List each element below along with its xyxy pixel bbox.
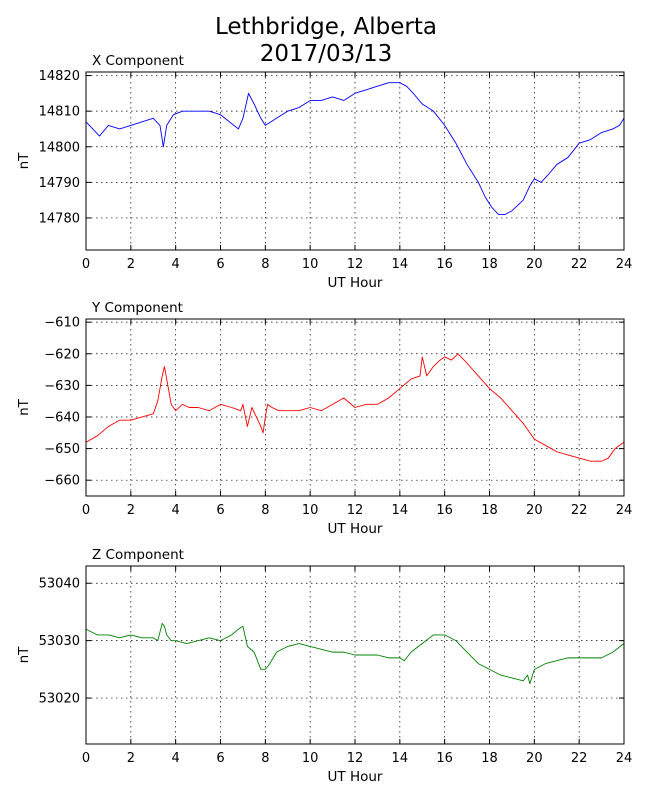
y-xtick-label-11: 22 — [571, 503, 588, 518]
z-xtick-label-6: 12 — [347, 751, 364, 766]
y-component-title: Y Component — [91, 300, 183, 316]
x-ytick-label-4: 14820 — [39, 69, 80, 84]
z-xtick-label-4: 8 — [261, 751, 269, 766]
y-ytick-label-4: −650 — [44, 442, 80, 457]
y-xtick-label-2: 4 — [172, 503, 180, 518]
x-xtick-label-10: 20 — [526, 257, 543, 272]
x-component-series-line — [85, 82, 625, 215]
x-component-title: X Component — [92, 53, 184, 69]
z-xtick-label-2: 4 — [172, 751, 180, 766]
x-xtick-label-8: 16 — [436, 257, 453, 272]
z-xtick-label-1: 2 — [127, 751, 135, 766]
y-xtick-label-12: 24 — [616, 503, 633, 518]
z-xtick-label-10: 20 — [526, 751, 543, 766]
y-yaxis-label: nT — [16, 398, 32, 416]
y-xtick-label-10: 20 — [526, 503, 543, 518]
z-xtick-label-5: 10 — [302, 751, 319, 766]
z-ytick-label-0: 53020 — [39, 692, 80, 707]
x-xtick-label-7: 14 — [392, 257, 409, 272]
z-xtick-label-7: 14 — [392, 751, 409, 766]
y-ytick-label-1: −620 — [44, 347, 80, 362]
x-ytick-label-1: 14790 — [39, 176, 80, 191]
x-ytick-label-3: 14810 — [39, 105, 80, 120]
z-yaxis-label: nT — [16, 646, 32, 664]
y-xtick-label-5: 10 — [302, 503, 319, 518]
x-xtick-label-4: 8 — [261, 257, 269, 272]
y-component-series-line — [85, 353, 625, 462]
z-xtick-label-0: 0 — [82, 751, 90, 766]
y-ytick-label-3: −640 — [44, 410, 80, 425]
y-component-panel: 0 2 4 6 8 10 12 14 16 18 20 22 24−610−620−630−640−65… — [16, 300, 632, 537]
y-xtick-label-1: 2 — [127, 503, 135, 518]
x-xaxis-label: UT Hour — [328, 275, 383, 291]
y-xtick-label-0: 0 — [82, 503, 90, 518]
x-xtick-label-1: 2 — [127, 257, 135, 272]
z-ytick-label-1: 53030 — [39, 634, 80, 649]
y-xtick-label-9: 18 — [481, 503, 498, 518]
x-xtick-label-12: 24 — [616, 257, 633, 272]
x-xtick-label-9: 18 — [481, 257, 498, 272]
x-xtick-label-3: 6 — [216, 257, 224, 272]
z-xtick-label-8: 16 — [436, 751, 453, 766]
x-xtick-label-2: 4 — [172, 257, 180, 272]
y-xtick-label-6: 12 — [347, 503, 364, 518]
x-xtick-label-11: 22 — [571, 257, 588, 272]
x-yaxis-label: nT — [16, 152, 32, 170]
z-component-series-line — [85, 622, 625, 685]
x-ytick-label-2: 14800 — [39, 140, 80, 155]
x-xtick-label-5: 10 — [302, 257, 319, 272]
y-xtick-label-3: 6 — [216, 503, 224, 518]
y-xtick-label-4: 8 — [261, 503, 269, 518]
z-xaxis-label: UT Hour — [328, 769, 383, 785]
figure-title-location: Lethbridge, Alberta — [215, 14, 437, 40]
z-ytick-label-2: 53040 — [39, 577, 80, 592]
x-ytick-label-0: 14780 — [39, 211, 80, 226]
z-xtick-label-3: 6 — [216, 751, 224, 766]
y-ytick-label-0: −610 — [44, 316, 80, 331]
y-xaxis-label: UT Hour — [328, 521, 383, 537]
x-component-panel: 0 2 4 6 8 10 12 14 16 18 20 22 241478014790148001481… — [16, 53, 632, 291]
y-ytick-label-2: −630 — [44, 379, 80, 394]
x-xtick-label-6: 12 — [347, 257, 364, 272]
z-xtick-label-11: 22 — [571, 751, 588, 766]
figure-title-date: 2017/03/13 — [260, 41, 393, 67]
y-xtick-label-7: 14 — [392, 503, 409, 518]
z-component-title: Z Component — [92, 547, 184, 563]
z-xtick-label-9: 18 — [481, 751, 498, 766]
y-xtick-label-8: 16 — [436, 503, 453, 518]
x-xtick-label-0: 0 — [82, 257, 90, 272]
y-ytick-label-5: −660 — [44, 474, 80, 489]
z-xtick-label-12: 24 — [616, 751, 633, 766]
